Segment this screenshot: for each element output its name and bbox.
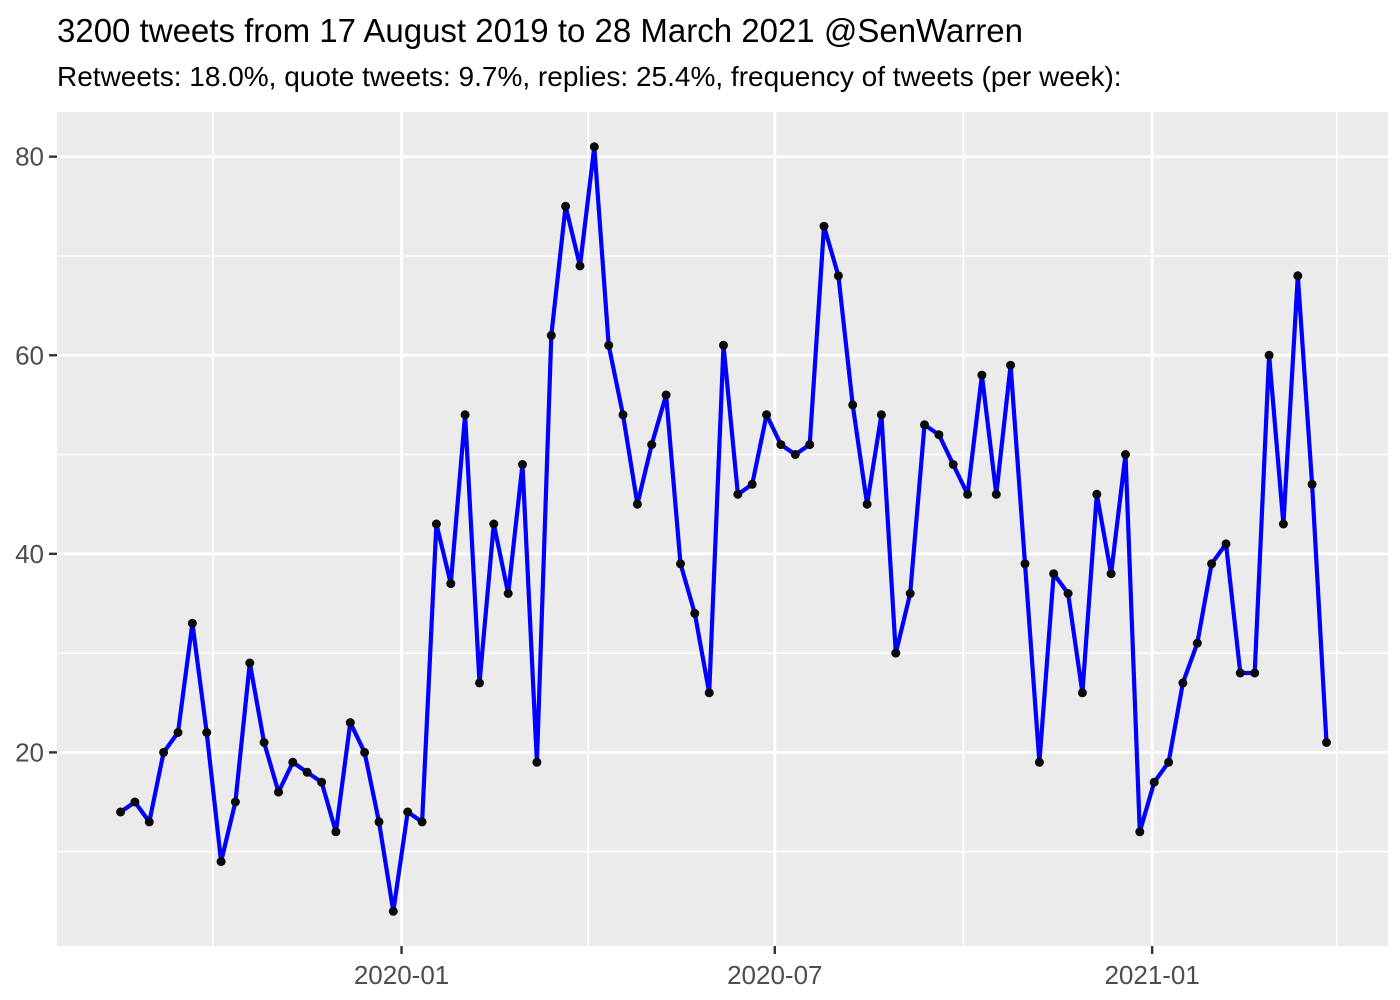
data-point <box>259 738 269 747</box>
data-point <box>1235 668 1245 678</box>
y-tick-label: 20 <box>15 737 44 767</box>
data-point <box>216 857 226 867</box>
chart-title: 3200 tweets from 17 August 2019 to 28 Ma… <box>57 12 1024 49</box>
data-point <box>647 440 657 450</box>
data-point <box>274 787 283 797</box>
data-point <box>1049 569 1059 579</box>
data-point <box>532 757 542 767</box>
data-point <box>920 420 929 430</box>
data-point <box>1135 827 1145 837</box>
data-point <box>589 142 599 152</box>
data-point <box>1278 519 1288 529</box>
data-point <box>245 658 255 668</box>
data-point <box>690 608 700 618</box>
data-point <box>173 728 183 737</box>
data-point <box>431 519 441 529</box>
data-point <box>1077 688 1087 698</box>
data-point <box>1063 589 1073 598</box>
data-point <box>704 688 714 698</box>
data-point <box>374 817 384 827</box>
data-point <box>159 747 169 757</box>
data-point <box>503 589 513 598</box>
data-point <box>403 807 413 817</box>
data-point <box>187 618 197 628</box>
data-point <box>202 728 212 737</box>
data-point <box>1264 350 1274 360</box>
chart-panel <box>57 112 1388 946</box>
data-point <box>963 489 973 499</box>
data-point <box>1207 559 1217 569</box>
chart-subtitle: Retweets: 18.0%, quote tweets: 9.7%, rep… <box>57 61 1122 92</box>
data-point <box>719 340 728 350</box>
data-point <box>144 817 154 827</box>
data-point <box>1106 569 1116 579</box>
data-point <box>417 817 427 827</box>
data-point <box>475 678 484 688</box>
data-point <box>388 906 398 916</box>
data-point <box>618 410 628 420</box>
data-point <box>1250 668 1260 678</box>
data-point <box>948 460 958 469</box>
data-point <box>776 440 786 450</box>
data-point <box>1178 678 1188 688</box>
data-point <box>546 330 556 340</box>
data-point <box>230 797 240 807</box>
data-point <box>288 757 298 767</box>
data-point <box>1121 450 1130 459</box>
data-point <box>116 807 126 817</box>
data-point <box>1034 757 1044 767</box>
data-point <box>790 450 800 459</box>
data-point <box>862 499 872 509</box>
data-point <box>676 559 685 569</box>
data-point <box>1293 271 1303 281</box>
data-point <box>575 261 585 271</box>
x-tick-label: 2021-01 <box>1104 960 1199 990</box>
data-point <box>360 747 370 757</box>
data-point <box>1149 777 1159 787</box>
data-point <box>848 400 858 410</box>
data-point <box>331 827 341 837</box>
data-point <box>345 718 355 728</box>
data-point <box>876 410 886 420</box>
data-point <box>934 430 944 440</box>
data-point <box>805 440 815 450</box>
x-tick-label: 2020-01 <box>354 960 449 990</box>
data-point <box>1020 559 1030 569</box>
data-point <box>1307 479 1317 489</box>
data-point <box>302 767 312 777</box>
data-point <box>317 777 327 787</box>
data-point <box>1322 738 1331 747</box>
data-point <box>905 589 915 598</box>
data-point <box>1221 539 1231 549</box>
data-point <box>1006 360 1016 370</box>
data-point <box>632 499 642 509</box>
data-point <box>518 460 527 469</box>
data-point <box>747 479 757 489</box>
data-point <box>819 221 829 231</box>
data-point <box>446 579 456 589</box>
y-tick-label: 40 <box>15 539 44 569</box>
data-point <box>460 410 470 420</box>
data-point <box>762 410 772 420</box>
data-point <box>1164 757 1174 767</box>
data-point <box>1092 489 1102 499</box>
data-point <box>489 519 499 529</box>
data-point <box>1192 638 1202 648</box>
data-point <box>561 201 571 211</box>
data-point <box>991 489 1001 499</box>
data-point <box>661 390 671 400</box>
data-point <box>891 648 901 658</box>
data-point <box>604 340 614 350</box>
data-point <box>733 489 743 499</box>
y-tick-label: 80 <box>15 142 44 172</box>
y-tick-label: 60 <box>15 340 44 370</box>
data-point <box>833 271 843 281</box>
x-tick-label: 2020-07 <box>727 960 822 990</box>
data-point <box>977 370 987 380</box>
data-point <box>130 797 140 807</box>
